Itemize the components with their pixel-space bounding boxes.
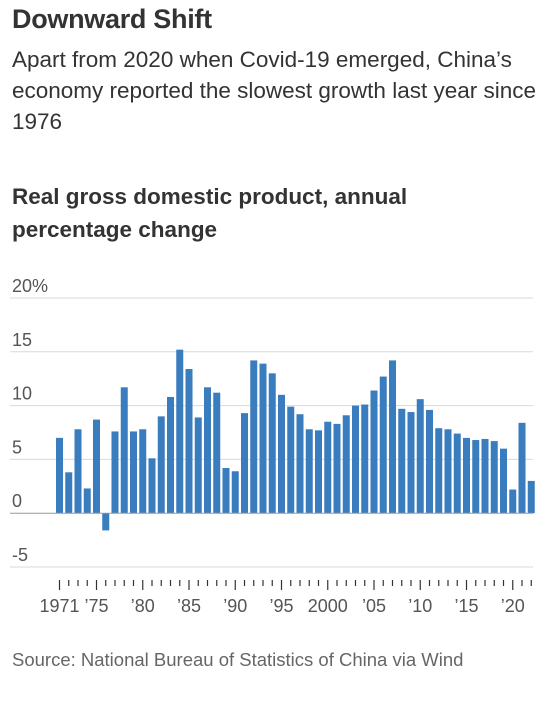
bar (167, 396, 174, 514)
bar (222, 468, 230, 514)
bar (342, 415, 350, 514)
bar (93, 419, 100, 514)
x-tick-label: ’85 (177, 596, 201, 616)
bar (305, 429, 313, 514)
bar (185, 369, 193, 514)
bar (333, 423, 341, 514)
bar (509, 489, 517, 514)
bar (83, 488, 91, 514)
y-axis-labels: -5 0 5 10 15 20% (12, 276, 48, 565)
bar (268, 373, 276, 514)
x-tick-label: ’90 (223, 596, 247, 616)
bar (426, 409, 433, 514)
bar (481, 438, 489, 514)
bar (389, 360, 396, 514)
bar (398, 408, 406, 514)
y-tick-label: 0 (12, 491, 22, 511)
bar (370, 390, 378, 514)
x-tick-label: ’10 (408, 596, 432, 616)
bar (444, 429, 452, 514)
y-tick-label: 5 (12, 437, 22, 457)
bar (102, 513, 110, 531)
source-note: Source: National Bureau of Statistics of… (12, 649, 464, 670)
bar (157, 416, 165, 514)
bar (324, 421, 332, 514)
page-title: Downward Shift (12, 4, 212, 34)
bar (204, 387, 211, 514)
bar (278, 394, 285, 514)
bar (176, 349, 184, 514)
bar (74, 429, 82, 514)
y-tick-label: 15 (12, 330, 32, 350)
x-tick-label: 2000 (308, 596, 348, 616)
x-tick-label: 1971 (39, 596, 79, 616)
y-tick-label: 10 (12, 384, 32, 404)
bar (287, 406, 295, 514)
bar (490, 441, 498, 514)
bar (361, 404, 369, 514)
x-tick-label: ’95 (269, 596, 293, 616)
bar (213, 392, 221, 514)
bar (130, 431, 137, 514)
bar (296, 414, 304, 514)
bar (231, 471, 239, 514)
bar (259, 363, 267, 514)
x-tick-label: ’80 (131, 596, 155, 616)
x-tick-label: ’05 (362, 596, 386, 616)
y-tick-label: 20% (12, 276, 48, 296)
y-tick-label: -5 (12, 545, 28, 565)
bar (241, 413, 248, 514)
bar (148, 458, 156, 514)
bar (453, 433, 461, 514)
page-subtitle: Apart from 2020 when Covid-19 emerged, C… (12, 47, 537, 134)
x-tick-label: ’20 (501, 596, 525, 616)
bar (194, 417, 202, 514)
x-tick-label: ’15 (454, 596, 478, 616)
gdp-bar-chart: -5 0 5 10 15 20% 1971’75 ’80 ’85 ’90 ’95 2000 ’05 ’1… (10, 276, 535, 616)
bar (416, 399, 424, 514)
bar (472, 440, 480, 514)
x-axis: 1971’75 ’80 ’85 ’90 ’95 2000 ’05 ’10 ’15 ’20 (39, 580, 532, 616)
bar (111, 431, 119, 514)
bar (315, 430, 322, 514)
bars (56, 349, 535, 531)
bar (120, 387, 128, 514)
bar (463, 437, 470, 514)
bar (379, 376, 387, 514)
bar (518, 422, 526, 514)
bar (250, 360, 258, 514)
bar (352, 405, 359, 514)
bar (139, 429, 147, 514)
bar (407, 412, 415, 514)
bar (435, 428, 443, 514)
chart-title: Real gross domestic product, annual perc… (12, 184, 408, 242)
bar (500, 448, 507, 514)
bar (56, 437, 63, 514)
bar (527, 480, 535, 514)
x-tick-label: ’75 (84, 596, 108, 616)
bar (65, 472, 73, 514)
